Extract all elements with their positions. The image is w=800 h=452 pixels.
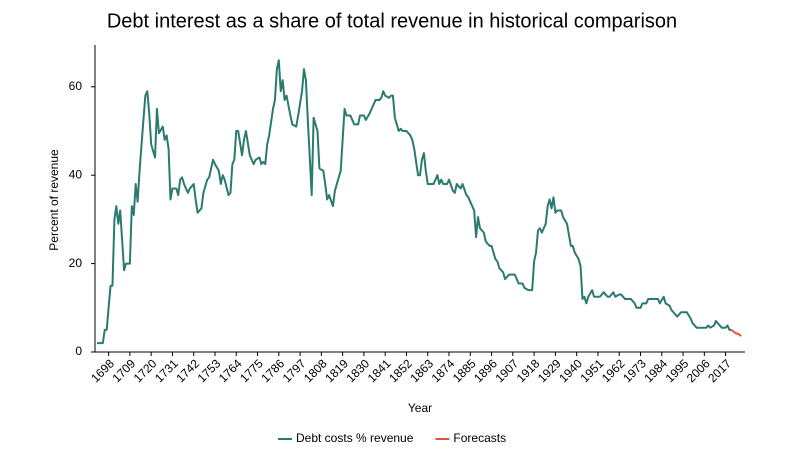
- y-tick-label: 40: [69, 167, 83, 181]
- y-tick-label: 0: [75, 344, 82, 358]
- x-tick-label: 2017: [705, 356, 734, 385]
- y-tick-label: 20: [69, 256, 83, 270]
- legend-label: Debt costs % revenue: [296, 431, 414, 445]
- legend-label: Forecasts: [453, 431, 506, 445]
- x-axis-label: Year: [408, 401, 432, 415]
- y-tick-label: 60: [69, 79, 83, 93]
- data-line: [730, 329, 742, 337]
- chart-title: Debt interest as a share of total revenu…: [107, 10, 677, 32]
- data-line: [97, 59, 732, 345]
- y-axis-label: Percent of revenue: [47, 149, 61, 251]
